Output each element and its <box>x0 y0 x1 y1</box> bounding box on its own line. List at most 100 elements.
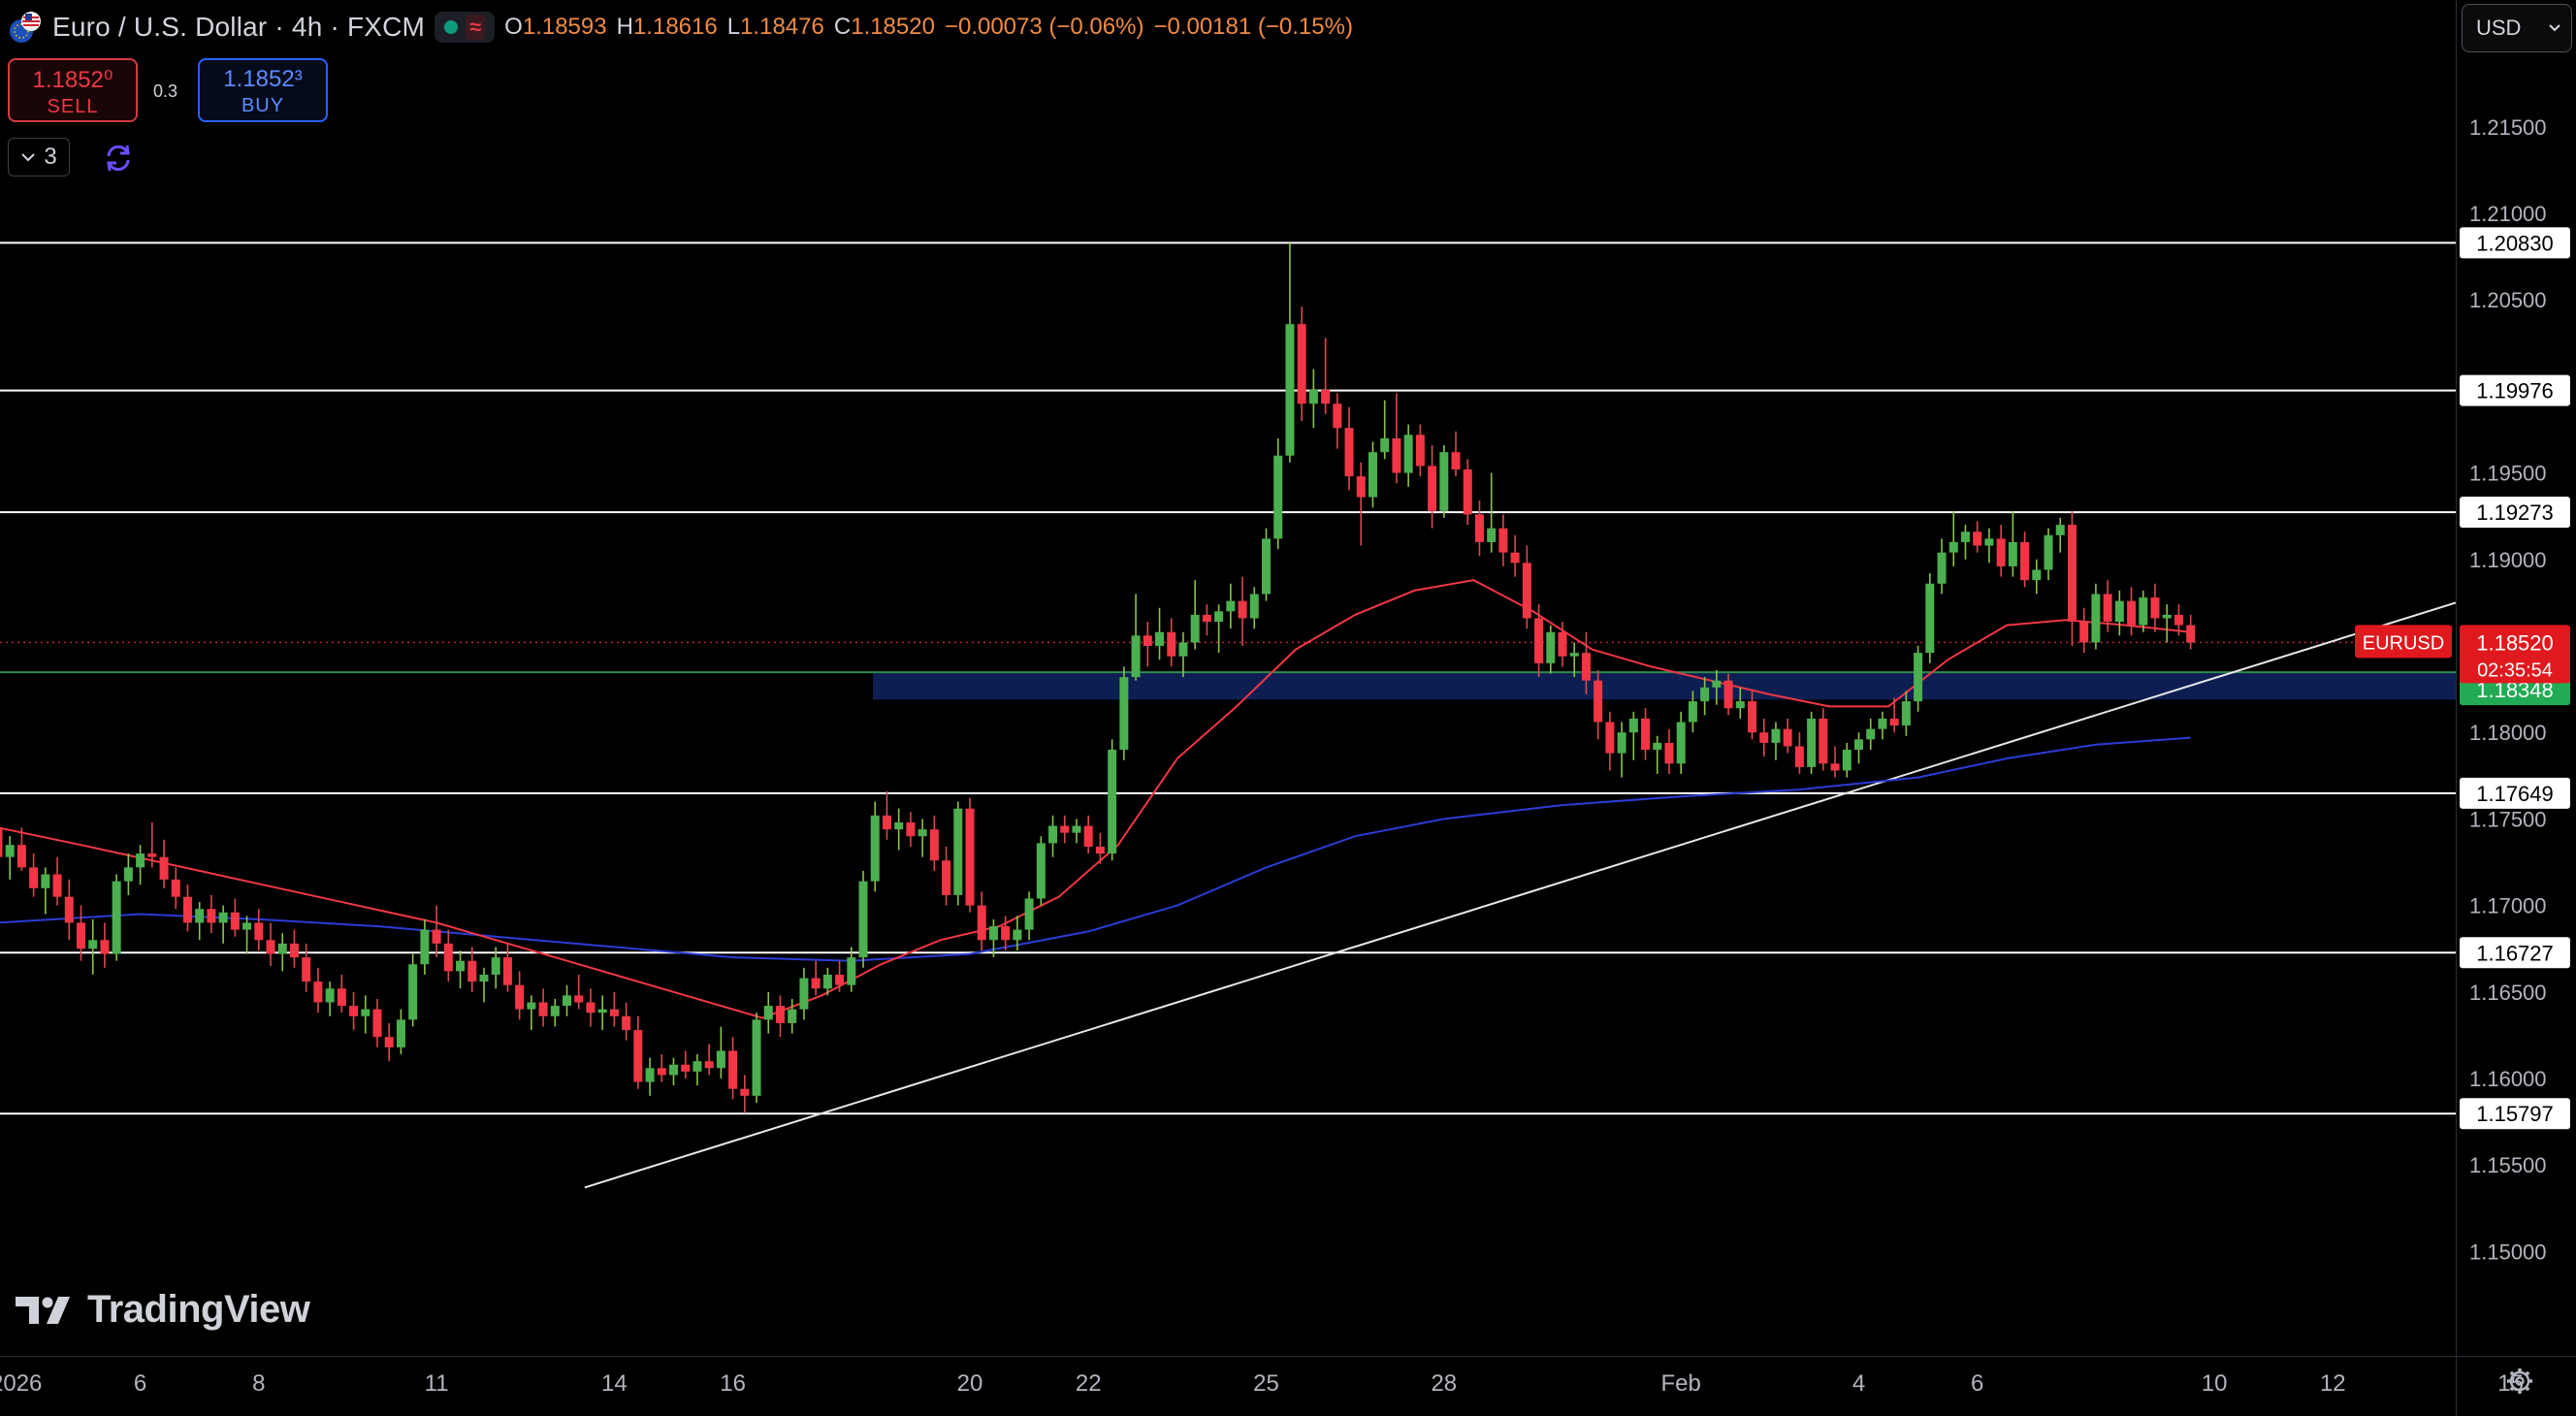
candle <box>1522 545 1531 629</box>
candle-body <box>325 988 335 1003</box>
candle <box>752 1013 761 1103</box>
candle-body <box>1546 631 1556 663</box>
candle-body <box>1664 742 1674 764</box>
candle <box>1214 604 1224 654</box>
price-tick-label: 1.18000 <box>2469 721 2547 745</box>
candle-body <box>633 1030 643 1082</box>
candle <box>5 836 15 880</box>
candle <box>2008 510 2017 577</box>
candle <box>52 856 62 906</box>
gear-icon[interactable] <box>2502 1364 2537 1399</box>
candle <box>242 916 252 954</box>
candle-body <box>408 964 418 1020</box>
candle-body <box>1321 389 1331 404</box>
candle-body <box>550 1006 560 1016</box>
candle-body <box>2008 541 2017 566</box>
time-tick-label: 28 <box>1431 1370 1457 1397</box>
candle <box>384 1022 394 1062</box>
candle-body <box>136 853 145 868</box>
candle <box>136 845 145 885</box>
candle <box>349 991 359 1031</box>
candle-body <box>1439 452 1449 511</box>
candle <box>313 967 323 1014</box>
candle-body <box>77 922 85 949</box>
candle <box>420 918 430 975</box>
candle <box>847 947 856 992</box>
price-tick-label: 1.19000 <box>2469 548 2547 572</box>
candle <box>704 1044 714 1076</box>
candle <box>1428 445 1437 529</box>
candle <box>788 998 797 1034</box>
candle-body <box>645 1068 655 1082</box>
candle-body <box>894 821 904 830</box>
candle <box>289 929 299 968</box>
candle <box>1641 708 1651 760</box>
ema-slow-line <box>0 736 2191 962</box>
candle-body <box>858 881 868 958</box>
candle-body <box>159 856 169 880</box>
price-tick-label: 1.16500 <box>2469 981 2547 1005</box>
price-tick-label: 1.21000 <box>2469 202 2547 226</box>
candle-body <box>918 829 927 837</box>
candle-body <box>2127 600 2137 626</box>
candle-body <box>2091 594 2101 643</box>
buy-button[interactable]: 1.1852³ BUY <box>198 58 328 122</box>
currency-selector[interactable]: USD <box>2462 4 2572 52</box>
buy-price: 1.1852³ <box>223 66 303 92</box>
candle <box>182 885 192 932</box>
ohlc-readout: O1.18593 H1.18616 L1.18476 C1.18520 −0.0… <box>504 14 1353 41</box>
candle-body <box>574 995 584 1003</box>
candle <box>657 1054 666 1082</box>
trendline <box>584 601 2457 1189</box>
candle-body <box>1344 428 1354 477</box>
candle-body <box>1451 452 1461 470</box>
sync-icon[interactable] <box>101 142 136 175</box>
candle-body <box>41 874 50 888</box>
time-tick-label: 6 <box>134 1370 146 1397</box>
candle <box>2139 590 2148 632</box>
candle <box>2127 587 2137 636</box>
candle-body <box>2139 597 2148 626</box>
candle <box>1628 711 1638 760</box>
candle-body <box>289 943 299 958</box>
candle-body <box>1783 728 1792 747</box>
candle-body <box>1534 618 1544 663</box>
candle <box>479 967 489 1003</box>
candle <box>1948 510 1958 566</box>
candle-body <box>2186 625 2196 643</box>
open-label: O <box>504 14 523 40</box>
candle-body <box>2032 569 2042 581</box>
candle <box>1688 691 1697 733</box>
sell-button[interactable]: 1.1852⁰ SELL <box>8 58 138 122</box>
candle-body <box>1569 653 1579 657</box>
candle-body <box>740 1088 750 1096</box>
candle <box>1368 441 1377 508</box>
candle-body <box>1984 538 1994 546</box>
symbol-title[interactable]: Euro / U.S. Dollar · 4h · FXCM <box>52 12 426 42</box>
candle <box>1605 711 1615 771</box>
time-axis <box>0 1356 2456 1416</box>
candle <box>1190 580 1200 650</box>
price-tick-label: 1.17500 <box>2469 807 2547 831</box>
candle-body <box>218 912 228 923</box>
candle <box>1297 306 1306 422</box>
level-tag <box>2460 374 2570 406</box>
candle-body <box>1167 631 1176 657</box>
candle <box>988 918 998 958</box>
candle <box>1403 424 1413 487</box>
candle-body <box>1948 541 1958 553</box>
candle <box>1581 631 1591 694</box>
candle <box>1783 718 1792 754</box>
indicators-collapse-button[interactable]: 3 <box>8 138 70 177</box>
price-tick-label: 1.19500 <box>2469 462 2547 486</box>
candle <box>1060 815 1070 844</box>
market-status-pill[interactable]: ≈ <box>435 12 496 43</box>
candle-body <box>2055 525 2065 535</box>
high-value: 1.18616 <box>632 14 718 40</box>
candle-body <box>586 1002 596 1014</box>
tradingview-watermark[interactable]: TradingView <box>16 1288 310 1332</box>
candle <box>906 812 916 847</box>
candle <box>1878 711 1887 740</box>
time-tick-label: 4 <box>1852 1370 1865 1397</box>
